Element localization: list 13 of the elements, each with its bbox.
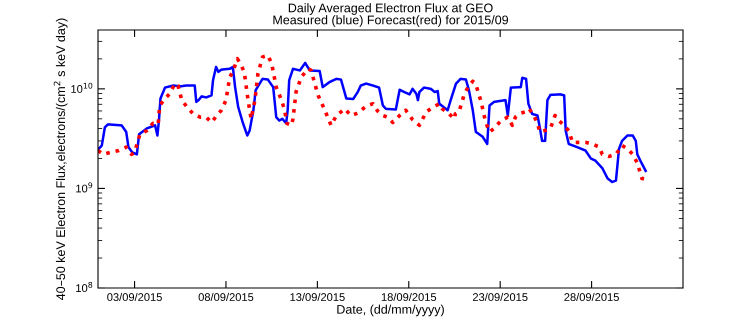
chart-subtitle: Measured (blue) Forecast(red) for 2015/09 [273, 15, 508, 27]
y-tick-label: 10$^{10}$ [71, 82, 92, 93]
x-tick-label: 23/09/2015 [472, 292, 528, 302]
x-tick-label: 13/09/2015 [290, 292, 345, 302]
x-tick-label: 18/09/2015 [382, 292, 436, 302]
y-axis-title: 40–50 keV Electron Flux,electrons/(cm$^{2}$ s keV day) [54, 18, 68, 300]
x-tick-label: 08/09/2015 [198, 292, 254, 302]
x-axis-title: Date, (dd/mm/yyyy) [337, 304, 444, 316]
x-tick-label: 28/09/2015 [564, 292, 619, 302]
y-tick-label: 10$^{9}$ [76, 182, 92, 192]
y-tick-label: 10$^{8}$ [76, 282, 92, 292]
chart-title: Daily Averaged Electron Flux at GEO [288, 3, 493, 15]
x-tick-label: 03/09/2015 [107, 292, 162, 302]
